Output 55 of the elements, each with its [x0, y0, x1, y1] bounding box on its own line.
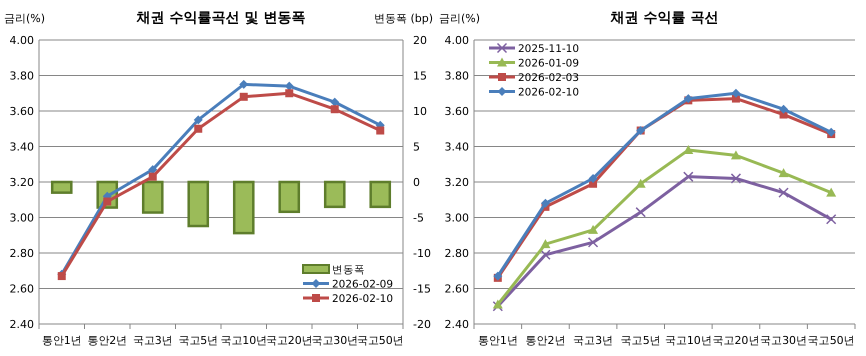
x-tick-label: 국고30년 [311, 334, 358, 347]
x-tick-label: 국고5년 [620, 334, 661, 347]
legend-label: 변동폭 [332, 264, 365, 276]
y-tick-label: 3.80 [444, 70, 469, 82]
y-tick-label: 2.80 [10, 247, 34, 260]
x-tick-label: 국고3년 [573, 334, 614, 347]
y-tick-label: 2.80 [444, 247, 469, 260]
x-tick-label: 통안1년 [478, 334, 518, 347]
x-tick-label: 통안1년 [42, 334, 82, 347]
y2-tick-label: -20 [413, 318, 431, 331]
y-tick-label: 3.40 [444, 140, 469, 154]
y-tick-label: 3.00 [444, 212, 469, 224]
x-tick-label: 국고5년 [178, 334, 218, 347]
y2-tick-label: 10 [413, 105, 427, 118]
y2-tick-label: 5 [413, 140, 420, 154]
y2-tick-label: 15 [413, 70, 427, 82]
y-tick-label: 3.80 [10, 70, 34, 82]
x-tick-label: 통안2년 [525, 334, 566, 347]
x-tick-label: 국고50년 [808, 334, 855, 347]
y-tick-label: 3.60 [444, 105, 469, 118]
y-tick-label: 4.00 [10, 34, 34, 47]
y-tick-label: 2.40 [10, 318, 34, 331]
x-tick-label: 국고30년 [760, 334, 808, 347]
legend-label: 2026-02-09 [332, 278, 394, 290]
x-tick-label: 국고3년 [132, 334, 173, 347]
y-tick-label: 2.60 [10, 282, 34, 296]
x-tick-label: 국고10년 [664, 334, 712, 347]
x-tick-label: 통안2년 [87, 334, 128, 347]
legend-label: 2026-02-03 [518, 72, 580, 84]
x-tick-label: 국고20년 [712, 334, 760, 347]
legend-label: 2026-01-09 [518, 58, 580, 70]
y2-tick-label: -15 [413, 282, 431, 296]
y-tick-label: 2.40 [444, 318, 469, 331]
y-axis-title: 금리(%) [439, 12, 480, 25]
chart-title: 채권 수익률곡선 및 변동폭 [136, 10, 306, 26]
y2-tick-label: 20 [413, 34, 427, 47]
y2-tick-label: -5 [413, 212, 424, 224]
legend-label: 2026-02-10 [518, 86, 580, 98]
y-tick-label: 3.40 [10, 140, 34, 154]
x-tick-label: 국고50년 [356, 334, 404, 347]
legend-label: 2026-02-10 [332, 293, 394, 305]
y-tick-label: 3.20 [10, 176, 34, 189]
y-tick-label: 2.60 [444, 282, 469, 296]
x-tick-label: 국고10년 [220, 334, 268, 347]
y-tick-label: 3.60 [10, 105, 34, 118]
y-axis-title: 금리(%) [4, 12, 46, 25]
y2-tick-label: -10 [413, 247, 431, 260]
chart-title: 채권 수익률 곡선 [610, 10, 718, 26]
y-tick-label: 4.00 [444, 34, 469, 47]
y2-tick-label: 0 [413, 176, 420, 189]
legend-label: 2025-11-10 [518, 43, 580, 55]
y2-axis-title: 변동폭 (bp) [374, 12, 433, 25]
y-tick-label: 3.00 [10, 212, 34, 224]
y-tick-label: 3.20 [444, 176, 469, 189]
x-tick-label: 국고20년 [266, 334, 313, 347]
